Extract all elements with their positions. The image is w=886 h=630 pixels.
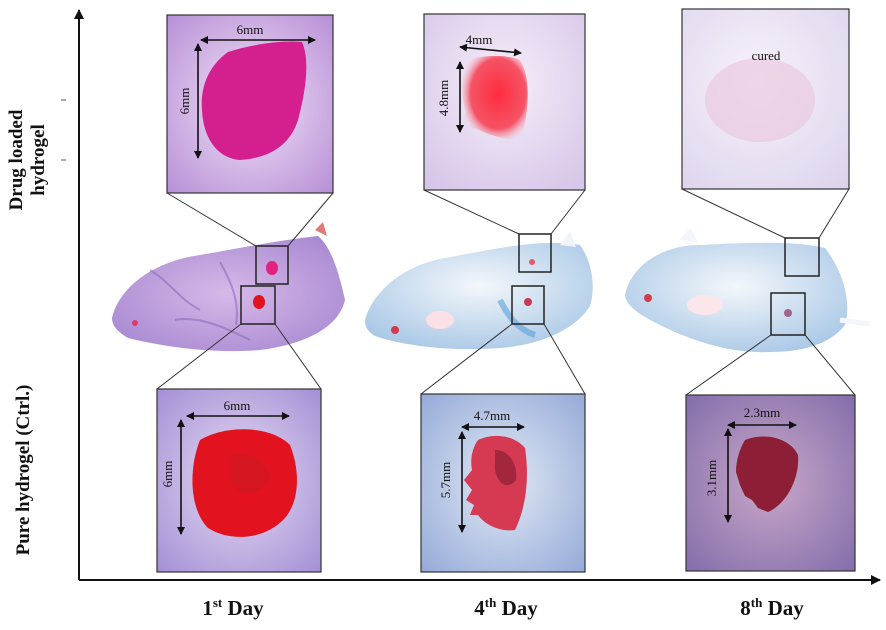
zoom-box-day4-bottom xyxy=(511,285,545,325)
drug-wound-day1 xyxy=(201,41,307,161)
top-panel-day1: 6mm 6mm xyxy=(166,14,334,194)
y-label-drug-loaded-line2: hydrogel xyxy=(28,124,49,196)
bottom-panel-day1: 6mm 6mm xyxy=(156,388,322,573)
rat-day1 xyxy=(112,222,345,352)
bottom2-height-label: 5.7mm xyxy=(438,462,453,498)
bottom2-width-label: 4.7mm xyxy=(474,408,510,423)
x-label-day8-sup: th xyxy=(750,595,763,610)
bottom-panel-day8: 2.3mm 3.1mm xyxy=(685,394,856,572)
x-label-day1-sup: st xyxy=(212,595,223,610)
y-label-drug-loaded: Drug loaded hydrogel xyxy=(6,80,50,240)
x-label-day4-num: 4 xyxy=(474,596,485,620)
zoom-box-day8-top xyxy=(784,237,820,277)
x-label-day1: 1st Day xyxy=(163,595,303,621)
zoom-box-day4-top xyxy=(518,233,552,273)
drug-wound-day4 xyxy=(462,55,528,140)
zoom-box-day8-bottom xyxy=(770,292,806,336)
x-label-day1-num: 1 xyxy=(202,596,213,620)
rat-day8 xyxy=(625,228,871,353)
x-label-day8-num: 8 xyxy=(740,596,751,620)
rat-day4 xyxy=(365,231,593,350)
zoom-box-day1-bottom xyxy=(240,285,276,325)
top3-cured-label: cured xyxy=(752,48,781,63)
bottom1-width-label: 6mm xyxy=(224,398,251,413)
top2-height-label: 4.8mm xyxy=(436,80,451,116)
top2-width-label: 4mm xyxy=(466,32,493,47)
x-label-day8-word: Day xyxy=(767,596,804,620)
healed-area-day8 xyxy=(705,58,815,142)
top1-height-label: 6mm xyxy=(177,88,192,115)
connector-lines xyxy=(156,188,856,396)
x-label-day1-word: Day xyxy=(227,596,264,620)
top-panel-day4: 4mm 4.8mm xyxy=(423,13,586,191)
bottom1-height-label: 6mm xyxy=(160,461,175,488)
x-label-day4-sup: th xyxy=(484,595,497,610)
x-label-day8: 8th Day xyxy=(702,595,842,621)
top-panel-day8: cured xyxy=(681,8,850,190)
zoom-box-day1-top xyxy=(255,245,289,285)
bottom3-height-label: 3.1mm xyxy=(704,460,719,496)
bottom-panel-day4: 4.7mm 5.7mm xyxy=(420,393,586,573)
ctrl-wound-day8 xyxy=(736,436,799,512)
y-label-pure-hydrogel: Pure hydrogel (Ctrl.) xyxy=(13,384,34,556)
top1-width-label: 6mm xyxy=(237,22,264,37)
y-label-drug-loaded-line1: Drug loaded xyxy=(6,109,27,211)
x-label-day4-word: Day xyxy=(501,596,538,620)
bottom3-width-label: 2.3mm xyxy=(744,405,780,420)
x-label-day4: 4th Day xyxy=(436,595,576,621)
